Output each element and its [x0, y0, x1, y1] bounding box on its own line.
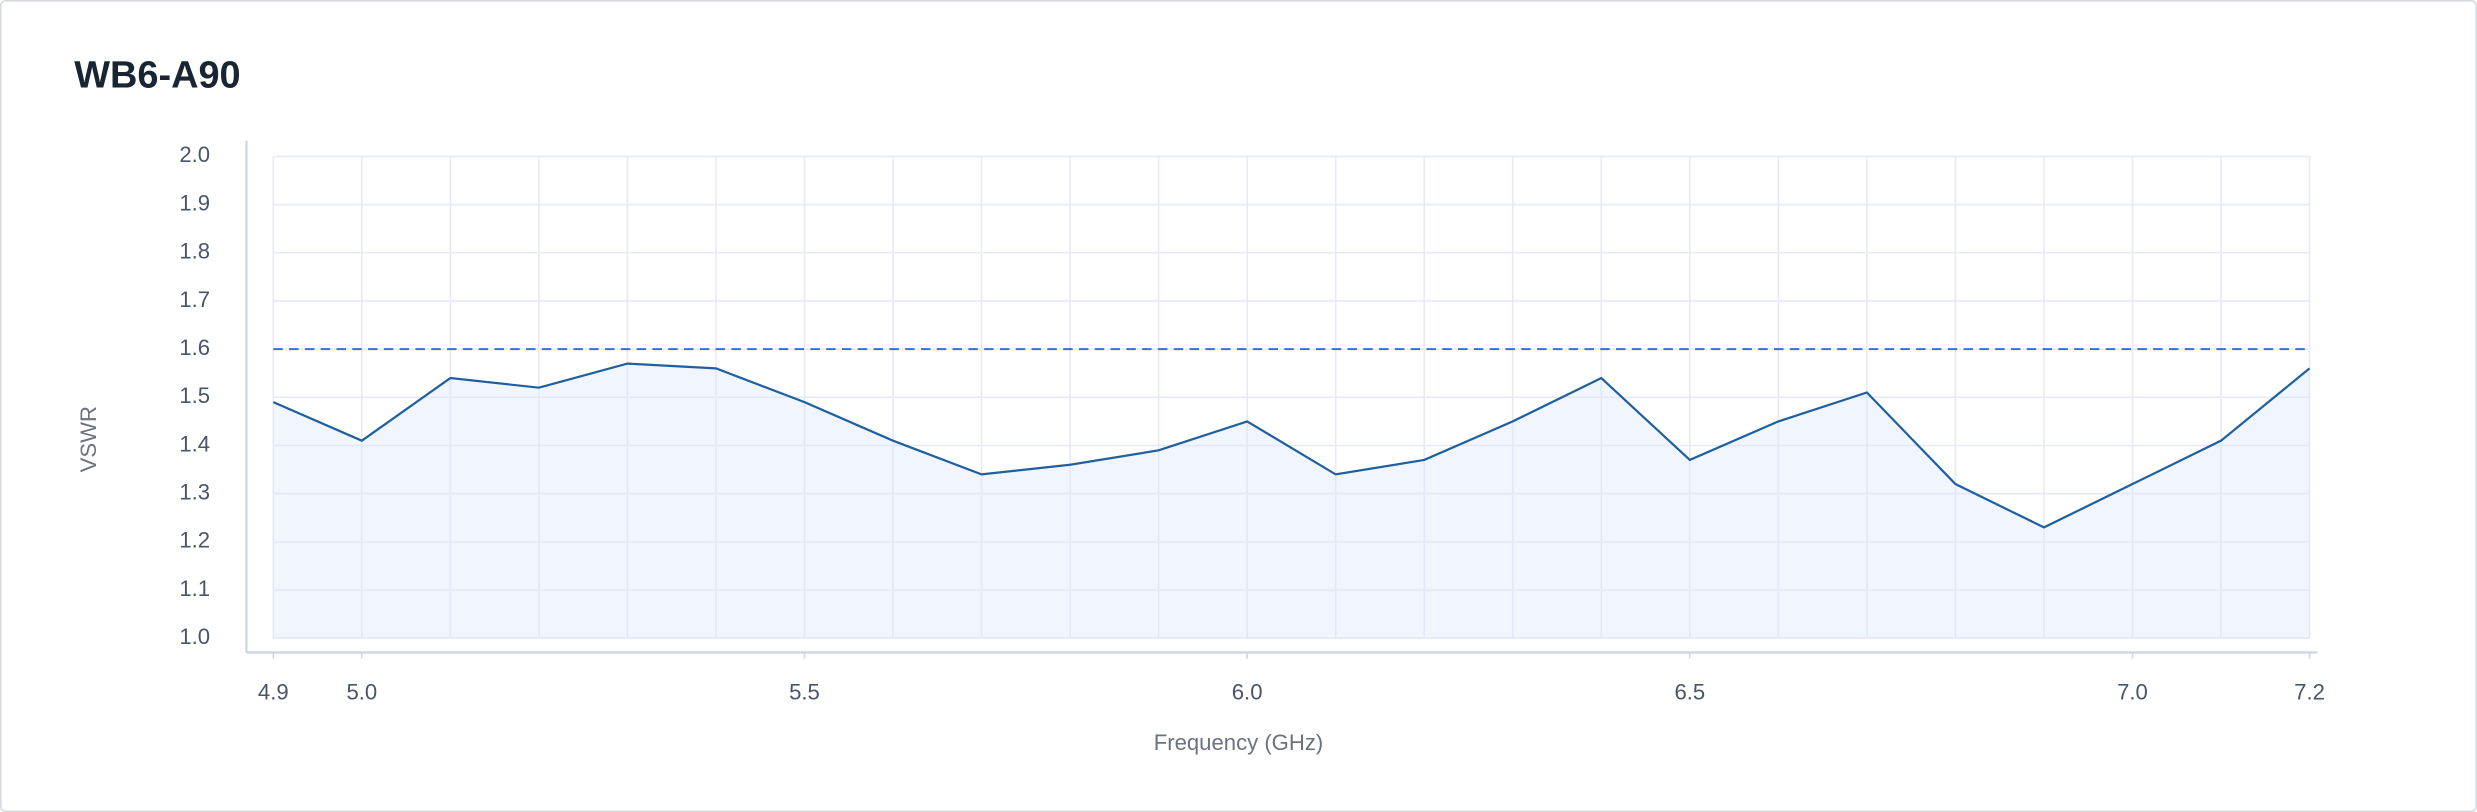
y-tick-label: 1.1 [179, 576, 210, 601]
x-tick-label: 6.5 [1674, 679, 1705, 704]
x-tick-label: 6.0 [1232, 679, 1263, 704]
y-axis-label: VSWR [76, 406, 101, 472]
y-tick-label: 1.2 [179, 528, 210, 553]
y-tick-label: 1.4 [179, 431, 210, 456]
y-tick-label: 1.8 [179, 239, 210, 264]
line [272, 362, 2311, 529]
y-tick-label: 1.6 [179, 335, 210, 360]
x-axis-label: Frequency (GHz) [1154, 730, 1324, 755]
y-tick-label: 1.3 [179, 480, 210, 505]
chart-title: WB6-A90 [74, 54, 240, 96]
y-tick-label: 1.9 [179, 190, 210, 215]
y-tick-label: 2.0 [179, 142, 210, 167]
area [273, 363, 2310, 639]
x-tick-label: 5.0 [346, 679, 377, 704]
x-tick-label: 5.5 [789, 679, 820, 704]
y-tick-label: 1.0 [179, 624, 210, 649]
y-tick-label: 1.7 [179, 287, 210, 312]
x-tick-label: 7.0 [2117, 679, 2148, 704]
x-tick-label: 4.9 [258, 679, 289, 704]
y-tick-label: 1.5 [179, 383, 210, 408]
x-tick-label: 7.2 [2294, 679, 2325, 704]
